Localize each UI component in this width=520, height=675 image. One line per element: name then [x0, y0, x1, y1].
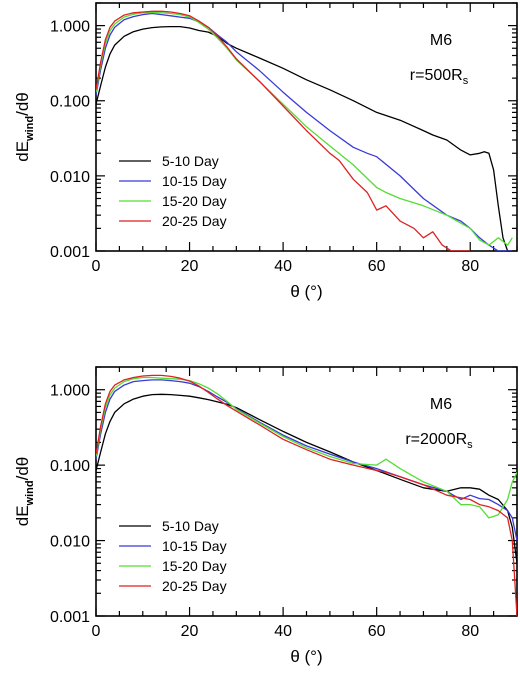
series-line-2 — [96, 379, 517, 541]
series-line-3 — [96, 11, 513, 246]
series-line-4 — [96, 374, 517, 616]
radius-label-main: r=2000R — [405, 431, 467, 448]
y-tick-label: 0.100 — [50, 458, 90, 475]
series-line-1 — [96, 25, 513, 251]
y-axis-title-sub: wind — [24, 116, 36, 142]
series-line-3 — [96, 376, 517, 519]
y-tick-label: 0.010 — [50, 169, 90, 186]
legend-label: 5-10 Day — [162, 518, 219, 534]
x-tick-label: 40 — [274, 623, 292, 640]
x-tick-label: 20 — [181, 258, 199, 275]
x-tick-label: 80 — [461, 258, 479, 275]
radius-label-sub: s — [467, 439, 473, 451]
model-label: M6 — [430, 396, 452, 413]
legend-label: 5-10 Day — [162, 153, 219, 169]
y-axis-title-sub: wind — [24, 480, 36, 506]
y-axis-title: dEwind/dθ — [13, 92, 36, 162]
radius-label-main: r=500R — [410, 67, 463, 84]
x-tick-label: 60 — [368, 623, 386, 640]
y-tick-label: 0.100 — [50, 94, 90, 111]
legend-label: 10-15 Day — [162, 173, 227, 189]
series-lines — [96, 374, 517, 616]
chart-panel-2: 0 20 40 60 80 0.001 0.010 0.100 1.000 M6 r=2000Rs 5… — [13, 366, 518, 666]
series-line-4 — [96, 10, 471, 251]
plot-frame — [95, 366, 518, 617]
x-tick-label: 40 — [274, 258, 292, 275]
radius-label: r=2000Rs — [405, 431, 473, 451]
y-tick-label: 0.001 — [50, 244, 90, 261]
y-tick-label: 0.001 — [50, 609, 90, 626]
x-axis-title: θ (°) — [290, 282, 322, 301]
radius-label-sub: s — [463, 75, 469, 87]
y-axis-title: dEwind/dθ — [13, 457, 36, 527]
x-tick-label: 0 — [92, 623, 101, 640]
series-lines — [96, 10, 513, 251]
y-tick-label: 1.000 — [50, 19, 90, 36]
y-axis-title-main: dE — [13, 141, 32, 162]
series-line-2 — [96, 12, 513, 251]
legend: 5-10 Day 10-15 Day 15-20 Day 20-25 Day — [119, 153, 227, 229]
legend-label: 20-25 Day — [162, 578, 227, 594]
x-tick-label: 80 — [461, 623, 479, 640]
x-tick-label: 60 — [368, 258, 386, 275]
y-axis-title-tail: /dθ — [13, 457, 32, 481]
y-tick-label: 1.000 — [50, 383, 90, 400]
legend-label: 15-20 Day — [162, 193, 227, 209]
y-axis-title-tail: /dθ — [13, 92, 32, 116]
y-axis-title-main: dE — [13, 505, 32, 526]
chart-panel-1: 0 20 40 60 80 0.001 0.010 0.100 1.000 M6 r=500Rs 5-… — [13, 2, 518, 301]
radius-label: r=500Rs — [410, 67, 469, 87]
legend-label: 20-25 Day — [162, 213, 227, 229]
x-tick-label: 20 — [181, 623, 199, 640]
x-tick-label: 0 — [92, 258, 101, 275]
legend-label: 15-20 Day — [162, 558, 227, 574]
x-axis-title: θ (°) — [290, 647, 322, 666]
series-line-1 — [96, 393, 517, 564]
legend-label: 10-15 Day — [162, 538, 227, 554]
model-label: M6 — [430, 32, 452, 49]
legend: 5-10 Day 10-15 Day 15-20 Day 20-25 Day — [119, 518, 227, 594]
y-tick-label: 0.010 — [50, 534, 90, 551]
